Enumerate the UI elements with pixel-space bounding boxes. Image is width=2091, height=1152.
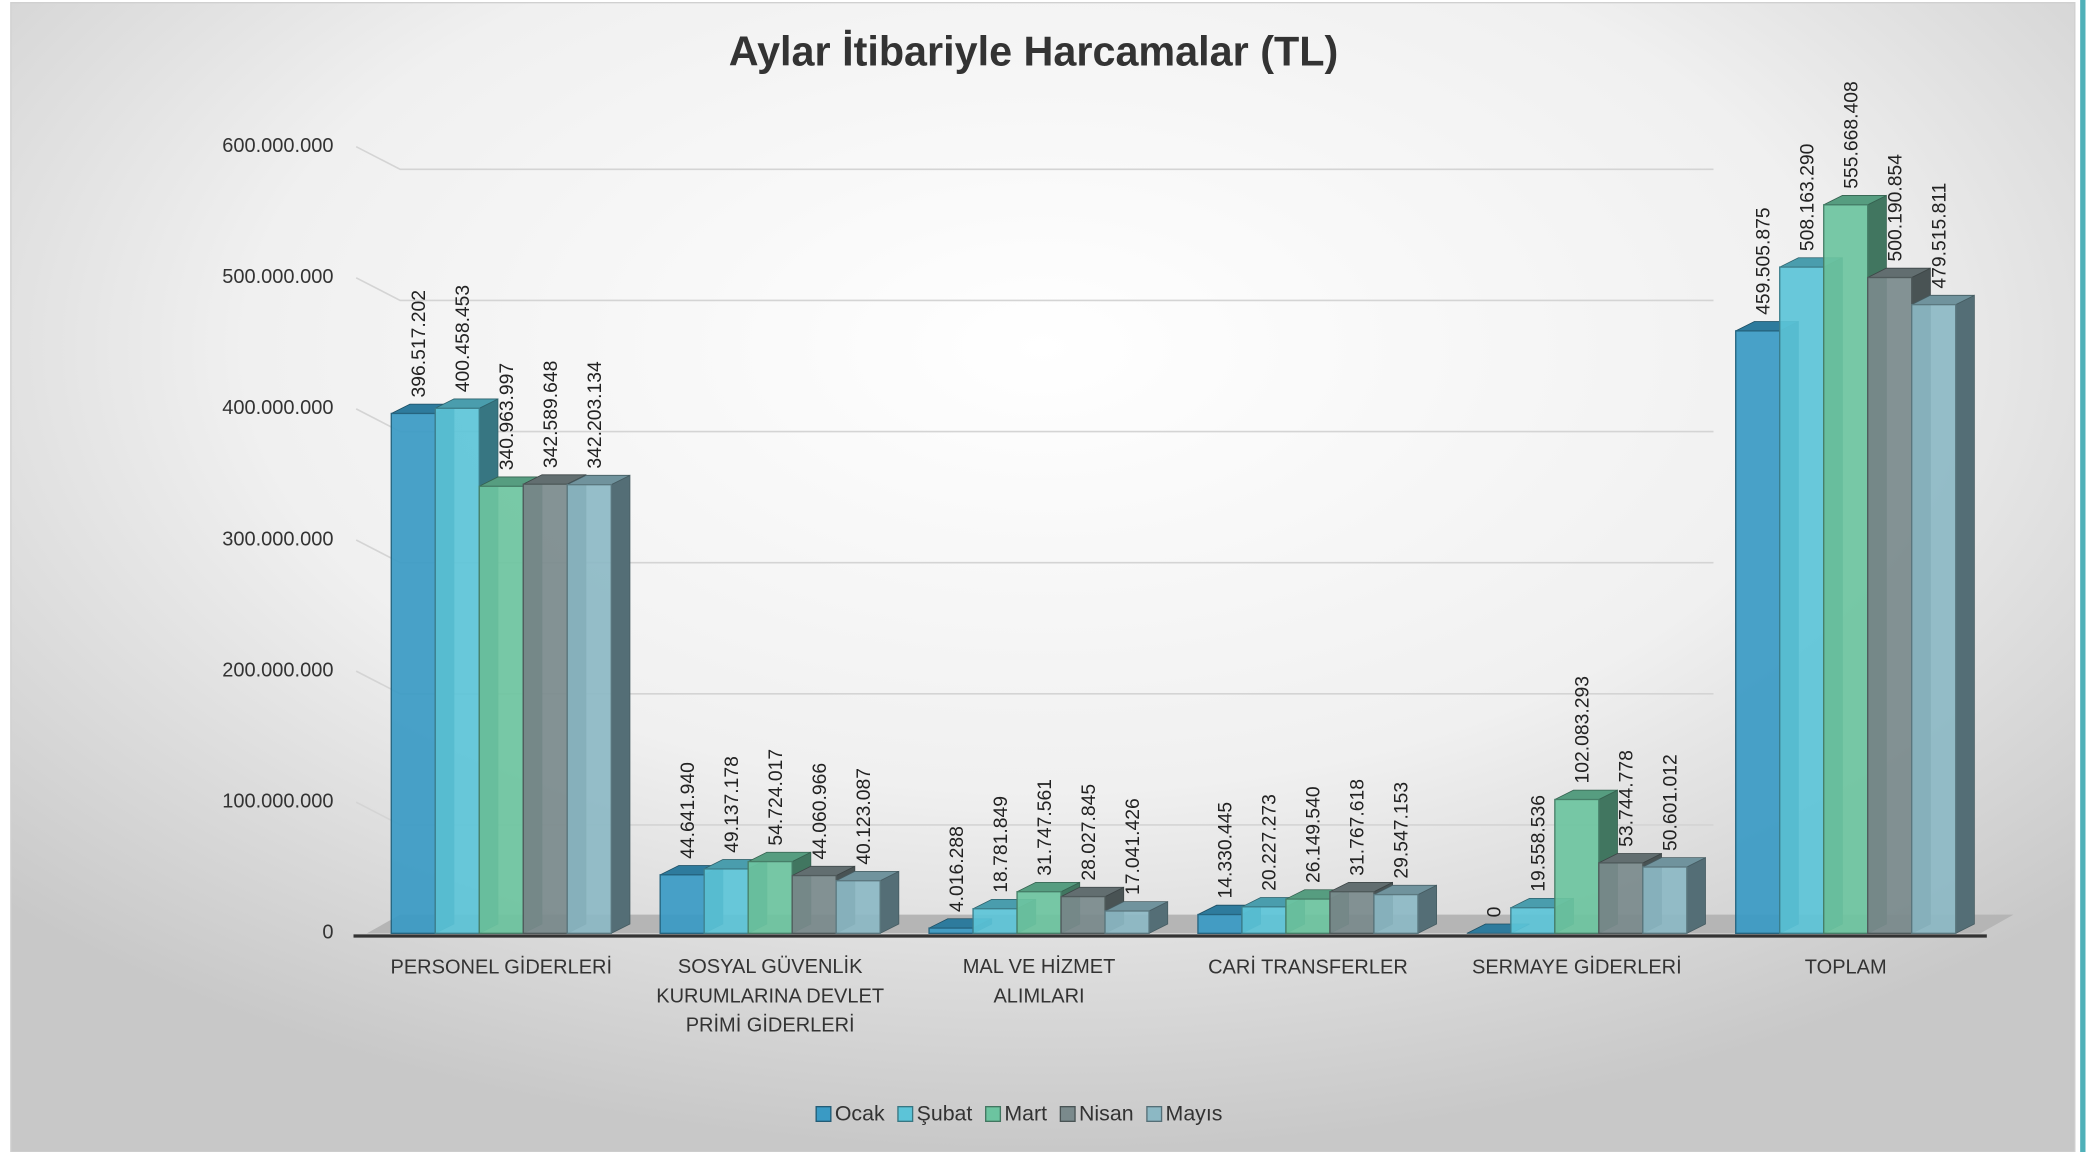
data-label: 28.027.845 <box>1079 784 1100 881</box>
bar <box>1197 913 1243 934</box>
data-label: 18.781.849 <box>991 796 1012 893</box>
legend-label: Mayıs <box>1166 1101 1223 1125</box>
data-label: 49.137.178 <box>722 756 743 853</box>
y-tick-label: 400.000.000 <box>222 397 333 419</box>
data-label: 31.747.561 <box>1035 779 1056 876</box>
data-label: 44.641.940 <box>678 762 699 859</box>
x-tick-label: SERMAYE GİDERLERİ <box>1472 955 1682 978</box>
bar <box>1642 866 1688 934</box>
data-label: 54.724.017 <box>766 749 787 846</box>
bar <box>1060 895 1106 934</box>
bar <box>1510 907 1556 935</box>
legend-swatch <box>897 1106 914 1122</box>
bar <box>1373 893 1419 935</box>
legend: Ocak Şubat Mart Nisan Mayıs <box>815 1101 1223 1125</box>
data-label: 14.330.445 <box>1216 802 1237 899</box>
bar <box>1554 798 1600 935</box>
grid-line <box>355 277 1714 302</box>
y-tick-label: 300.000.000 <box>222 528 333 550</box>
x-tick-label: PERSONEL GİDERLERİ <box>391 955 613 978</box>
data-label: 340.963.997 <box>497 363 518 471</box>
legend-label: Mart <box>1004 1101 1047 1125</box>
legend-label: Ocak <box>835 1101 885 1125</box>
data-label: 102.083.293 <box>1573 676 1594 784</box>
bar <box>1598 862 1644 934</box>
bar <box>1911 303 1957 935</box>
data-label: 17.041.426 <box>1123 798 1144 895</box>
data-label: 342.589.648 <box>541 361 562 469</box>
bar <box>1104 910 1150 935</box>
data-label: 555.668.408 <box>1841 81 1862 188</box>
y-tick-label: 500.000.000 <box>222 266 333 288</box>
legend-swatch <box>1059 1106 1076 1122</box>
bar-side <box>1955 294 1975 934</box>
grid-line <box>355 145 1714 171</box>
y-tick-label: 100.000.000 <box>222 791 333 813</box>
data-label: 4.016.288 <box>947 826 968 912</box>
data-label: 400.458.453 <box>453 285 474 393</box>
bar <box>522 483 568 934</box>
data-label: 29.547.153 <box>1392 782 1413 879</box>
bar <box>1241 906 1287 935</box>
data-label: 459.505.875 <box>1753 207 1774 315</box>
legend-label: Şubat <box>917 1101 973 1125</box>
bar <box>434 407 480 934</box>
data-label: 31.767.618 <box>1348 779 1369 876</box>
bar <box>1016 891 1062 934</box>
bar-side <box>1686 857 1706 934</box>
legend-label: Nisan <box>1079 1101 1134 1125</box>
bar <box>1735 330 1781 934</box>
bar <box>1823 204 1869 935</box>
legend-swatch <box>1146 1106 1163 1122</box>
chart-title: Aylar İtibariyle Harcamalar (TL) <box>729 29 1338 75</box>
bar <box>1867 276 1913 934</box>
y-tick-label: 0 <box>322 922 333 944</box>
bar <box>703 868 749 934</box>
bar <box>791 874 837 935</box>
bar <box>835 880 881 935</box>
data-label: 342.203.134 <box>585 361 606 469</box>
chart-area <box>10 2 2076 1152</box>
bar <box>1285 898 1331 935</box>
data-label: 53.744.778 <box>1617 750 1638 847</box>
x-tick-label: SOSYAL GÜVENLİK KURUMLARINA DEVLET PRİMİ G… <box>656 955 884 1037</box>
data-label: 500.190.854 <box>1885 154 1906 262</box>
bar <box>478 485 524 934</box>
legend-swatch <box>985 1106 1002 1122</box>
data-label: 26.149.540 <box>1304 786 1325 883</box>
y-tick-label: 200.000.000 <box>222 659 333 681</box>
bar <box>390 412 436 934</box>
data-label: 50.601.012 <box>1661 754 1682 851</box>
bar-side <box>610 474 631 934</box>
bar <box>566 484 612 934</box>
bar-side <box>879 870 900 934</box>
bar <box>747 860 793 934</box>
x-tick-label: CARİ TRANSFERLER <box>1208 955 1408 978</box>
data-label: 0 <box>1485 907 1506 918</box>
bar <box>1329 891 1375 934</box>
edge <box>2080 0 2086 1152</box>
x-tick-label: MAL VE HİZMET ALIMLARI <box>963 955 1116 1007</box>
bar <box>1779 266 1825 934</box>
bar <box>972 908 1018 935</box>
x-tick-label: TOPLAM <box>1805 956 1887 978</box>
bar <box>659 874 705 935</box>
bar <box>928 927 974 935</box>
legend-swatch <box>815 1106 832 1122</box>
y-tick-label: 600.000.000 <box>222 135 333 157</box>
data-label: 396.517.202 <box>409 290 430 398</box>
data-label: 19.558.536 <box>1529 795 1550 892</box>
data-label: 20.227.273 <box>1260 794 1281 891</box>
data-label: 479.515.811 <box>1929 183 1950 289</box>
data-label: 44.060.966 <box>810 763 831 860</box>
data-label: 40.123.087 <box>854 768 875 865</box>
data-label: 508.163.290 <box>1797 144 1818 252</box>
